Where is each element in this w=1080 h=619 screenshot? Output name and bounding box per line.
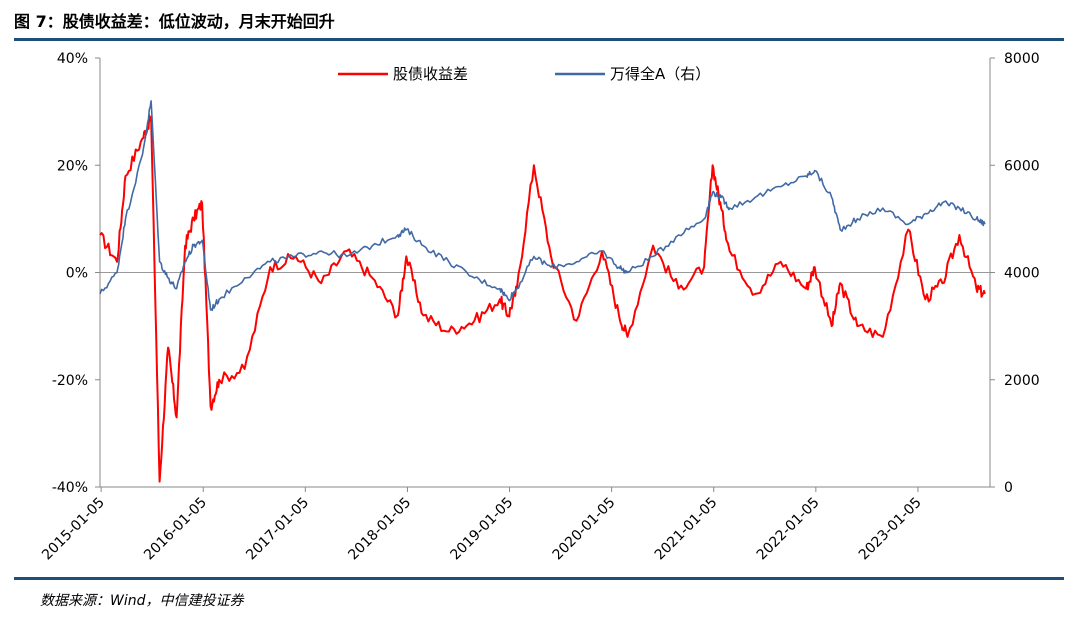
- x-tick-label: 2018-01-05: [345, 495, 414, 564]
- left-tick-label: 0%: [66, 266, 88, 282]
- right-tick-label: 8000: [1004, 51, 1040, 67]
- x-tick-label: 2016-01-05: [141, 495, 210, 564]
- right-tick-label: 2000: [1004, 373, 1040, 389]
- right-tick-label: 0: [1004, 480, 1013, 496]
- source-note: 数据来源：Wind，中信建投证券: [40, 593, 244, 609]
- legend-label-spread: 股债收益差: [393, 65, 468, 83]
- legend-label-wind-a: 万得全A（右）: [610, 65, 710, 83]
- right-tick-label: 6000: [1004, 158, 1040, 174]
- left-tick-label: 40%: [57, 51, 88, 67]
- x-tick-label: 2021-01-05: [652, 495, 721, 564]
- footer-divider: [14, 577, 1064, 580]
- series-line-spread: [99, 114, 986, 483]
- left-tick-label: -40%: [52, 480, 88, 496]
- x-tick-label: 2020-01-05: [550, 495, 619, 564]
- x-tick-label: 2017-01-05: [243, 495, 312, 564]
- left-tick-label: 20%: [57, 158, 88, 174]
- legend: 股债收益差 万得全A（右）: [338, 65, 710, 83]
- right-tick-label: 4000: [1004, 266, 1040, 282]
- x-tick-label: 2022-01-05: [754, 495, 823, 564]
- left-tick-label: -20%: [52, 373, 88, 389]
- chart: 40% 20% 0% -20% -40% 8000 6000 4000 2000 0 2015-…: [39, 51, 1040, 564]
- x-tick-label: 2023-01-05: [856, 495, 925, 564]
- figure-title: 图 7：股债收益差：低位波动，月末开始回升: [14, 12, 335, 31]
- title-divider: [14, 38, 1064, 41]
- series-line-wind-a: [99, 100, 986, 312]
- x-tick-label: 2015-01-05: [39, 495, 108, 564]
- x-tick-label: 2019-01-05: [448, 495, 517, 564]
